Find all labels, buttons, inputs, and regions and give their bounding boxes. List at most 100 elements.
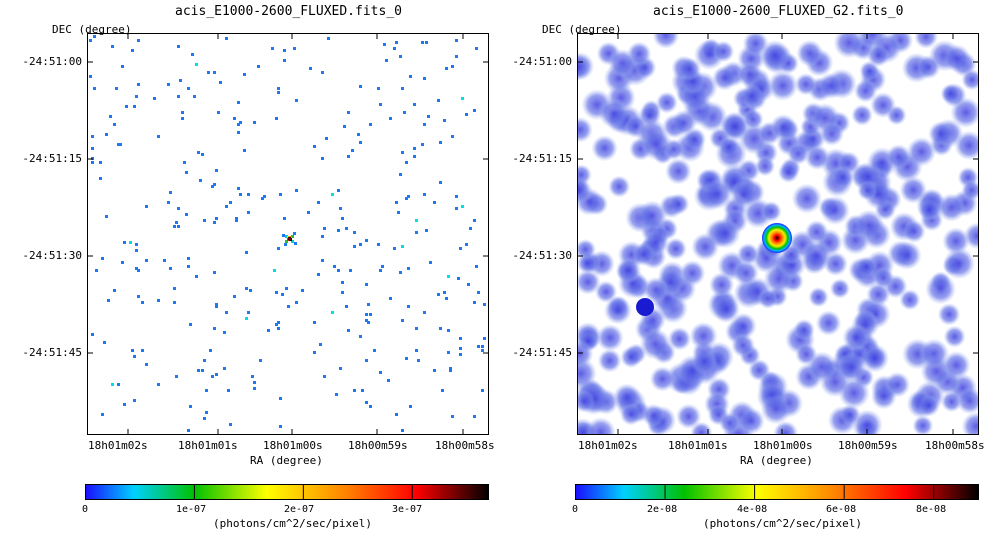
flux-pixel [251,375,254,378]
flux-pixel [141,301,144,304]
flux-pixel [409,75,412,78]
flux-pixel [381,265,384,268]
flux-pixel [133,355,136,358]
flux-pixel [133,399,136,402]
smoothed-blob [667,193,690,215]
smoothed-blob [740,84,764,108]
flux-pixel [351,149,354,152]
smoothed-blob [842,323,870,352]
flux-pixel [337,229,340,232]
flux-pixel [369,405,372,408]
flux-pixel [401,429,404,432]
flux-pixel [247,193,250,196]
smoothed-blob [917,394,940,417]
flux-pixel [259,359,262,362]
flux-pixel [473,415,476,418]
smoothed-blob [596,324,624,352]
smoothed-blob [817,72,844,100]
flux-pixel [423,77,426,80]
flux-pixel [213,183,216,186]
flux-pixel [313,321,316,324]
flux-pixel [245,287,248,290]
smoothed-blob [769,113,797,141]
flux-pixel [423,193,426,196]
left-flux-image[interactable] [87,33,489,435]
flux-pixel [233,295,236,298]
flux-pixel [287,305,290,308]
flux-pixel [145,205,148,208]
flux-pixel [301,289,304,292]
smoothed-blob [928,121,954,147]
flux-pixel [145,363,148,366]
flux-pixel [187,257,190,260]
smoothed-blob [804,220,829,244]
flux-pixel [235,219,238,222]
flux-pixel [105,133,108,136]
smoothed-blob [631,242,656,267]
smoothed-blob [577,269,601,295]
left-dec-axis-label: DEC (degree) [52,23,132,36]
smoothed-blob [738,407,765,435]
flux-pixel [359,85,362,88]
flux-pixel [245,251,248,254]
flux-pixel [367,321,370,324]
flux-pixel [365,313,368,316]
flux-pixel [91,147,94,150]
flux-pixel [327,37,330,40]
smoothed-blob [831,165,855,189]
right-ra-axis-label: RA (degree) [740,454,813,467]
flux-pixel [447,329,450,332]
flux-pixel [365,283,368,286]
flux-pixel [115,87,118,90]
smoothed-blob [866,44,890,67]
flux-pixel [379,269,382,272]
flux-pixel [455,195,458,198]
flux-pixel [237,131,240,134]
smoothed-blob [731,333,756,358]
right-smoothed-flux-image[interactable] [577,33,979,435]
smoothed-blob [937,302,961,326]
flux-pixel [101,413,104,416]
smoothed-blob [871,383,897,410]
left-xtick: 18h00m59s [348,439,408,452]
flux-pixel [321,259,324,262]
flux-pixel [125,105,128,108]
flux-pixel [93,35,96,38]
left-xtick: 18h01m02s [88,439,148,452]
smoothed-blob [729,180,758,209]
flux-pixel [393,47,396,50]
left-colorbar-unit: (photons/cm^2/sec/pixel) [213,517,372,530]
flux-pixel [239,193,242,196]
smoothed-blob [902,219,926,243]
right-ytick: -24:51:00 [512,55,572,68]
flux-pixel [365,239,368,242]
flux-pixel [415,231,418,234]
flux-pixel [417,359,420,362]
flux-pixel [281,293,284,296]
smoothed-blob [833,33,865,59]
smoothed-blob [598,98,629,129]
flux-pixel [201,369,204,372]
flux-pixel [111,45,114,48]
flux-pixel [223,367,226,370]
flux-pixel [425,41,428,44]
smoothed-blob [855,256,878,278]
right-colorbar-gradient [575,484,979,500]
smoothed-blob [615,257,642,283]
flux-pixel [413,147,416,150]
flux-pixel [439,181,442,184]
flux-pixel [473,301,476,304]
right-xtick: 18h01m00s [753,439,813,452]
flux-pixel [91,333,94,336]
flux-pixel [167,83,170,86]
flux-pixel [395,201,398,204]
smoothed-blob [643,276,669,303]
flux-pixel [123,403,126,406]
flux-pixel [425,229,428,232]
right-colorbar [575,484,979,500]
smoothed-blob [851,104,873,126]
flux-pixel [295,99,298,102]
flux-pixel [379,371,382,374]
flux-pixel [199,179,202,182]
smoothed-blob [820,195,850,226]
